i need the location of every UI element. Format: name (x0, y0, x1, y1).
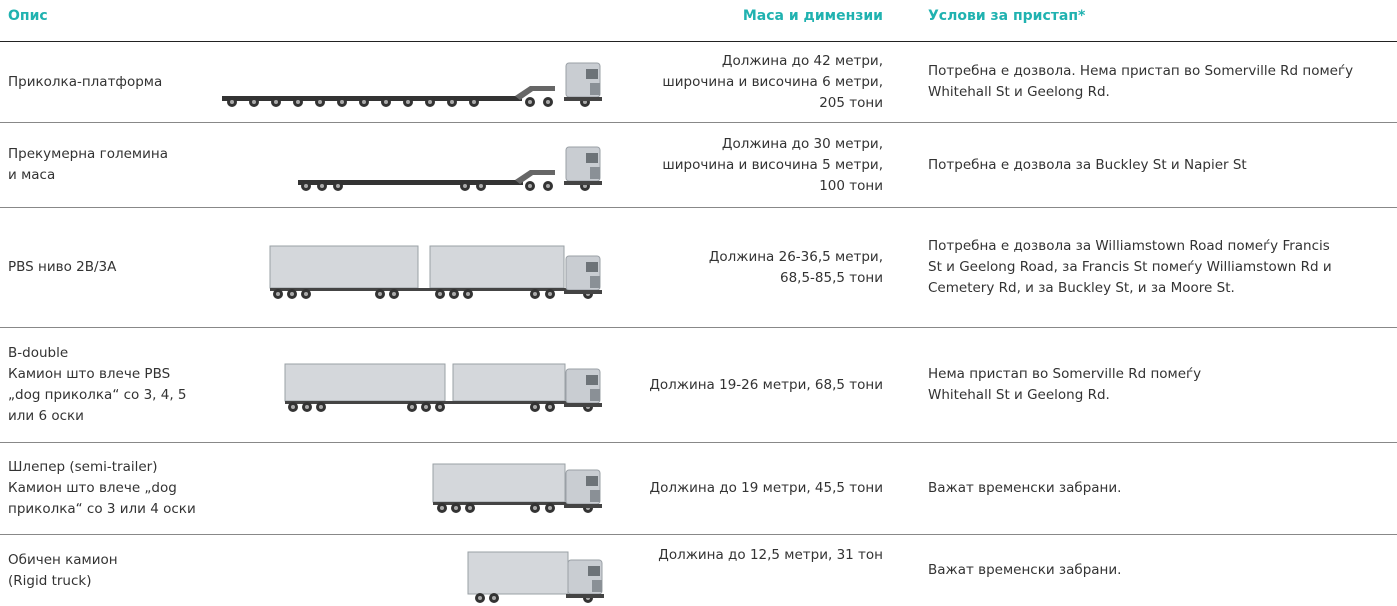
dimensions-line: 100 тони (583, 176, 883, 197)
access-line: Whitehall St и Geelong Rd. (928, 385, 1397, 406)
dimensions-line: Должина до 19 метри, 45,5 тони (583, 478, 883, 499)
access-cell: Важат временски забрани. (928, 443, 1397, 534)
dimensions-cell: Должина 19-26 метри, 68,5 тони (583, 328, 883, 442)
access-line: Whitehall St и Geelong Rd. (928, 82, 1397, 103)
access-line: St и Geelong Road, за Francis St помеѓу … (928, 257, 1397, 278)
dimensions-line: широчина и височина 5 метри, (583, 155, 883, 176)
description-line: Прекумерна големина (8, 144, 228, 165)
dimensions-line: Должина 19-26 метри, 68,5 тони (583, 375, 883, 396)
dimensions-cell: Должина 26-36,5 метри,68,5-85,5 тони (583, 208, 883, 327)
table-row: Шлепер (semi-trailer)Камион што влече „d… (0, 442, 1397, 534)
description-line: PBS ниво 2B/3A (8, 257, 228, 278)
access-cell: Потребна е дозвола за Buckley St и Napie… (928, 123, 1397, 207)
description-line: Шлепер (semi-trailer) (8, 457, 228, 478)
access-cell: Важат временски забрани. (928, 535, 1397, 606)
description-line: (Rigid truck) (8, 571, 228, 592)
access-line: Cemetery Rd, и за Buckley St, и за Moore… (928, 278, 1397, 299)
description-cell: PBS ниво 2B/3A (8, 208, 228, 327)
description-line: „dog приколка“ со 3, 4, 5 (8, 385, 228, 406)
access-line: Потребна е дозвола за Buckley St и Napie… (928, 155, 1397, 176)
description-line: Обичен камион (8, 550, 228, 571)
table-row: Приколка-платформа Должина до 42 метри,ши… (0, 42, 1397, 122)
table-row: Обичен камион(Rigid truck) Должина до 12,… (0, 534, 1397, 606)
description-line: или 6 оски (8, 406, 228, 427)
access-cell: Потребна е дозвола за Williamstown Road … (928, 208, 1397, 327)
access-cell: Потребна е дозвола. Нема пристап во Some… (928, 42, 1397, 122)
dimensions-cell: Должина до 12,5 метри, 31 тон (583, 535, 883, 606)
dimensions-cell: Должина до 42 метри,широчина и височина … (583, 42, 883, 122)
description-line: Камион што влече PBS (8, 364, 228, 385)
dimensions-line: широчина и височина 6 метри, (583, 72, 883, 93)
description-cell: Приколка-платформа (8, 42, 228, 122)
dimensions-line: Должина 26-36,5 метри, (583, 247, 883, 268)
access-line: Важат временски забрани. (928, 478, 1397, 499)
dimensions-line: Должина до 12,5 метри, 31 тон (583, 545, 883, 566)
dimensions-cell: Должина до 19 метри, 45,5 тони (583, 443, 883, 534)
description-cell: Шлепер (semi-trailer)Камион што влече „d… (8, 443, 228, 534)
dimensions-cell: Должина до 30 метри,широчина и височина … (583, 123, 883, 207)
description-line: Приколка-платформа (8, 72, 228, 93)
table-row: PBS ниво 2B/3A Должина 26-36,5 метри,68,5… (0, 207, 1397, 327)
dimensions-line: Должина до 30 метри, (583, 134, 883, 155)
access-line: Потребна е дозвола за Williamstown Road … (928, 236, 1397, 257)
description-line: B-double (8, 343, 228, 364)
description-line: приколка“ со 3 или 4 оски (8, 499, 228, 520)
description-line: и маса (8, 165, 228, 186)
access-line: Нема пристап во Somerville Rd помеѓу (928, 364, 1397, 385)
access-line: Потребна е дозвола. Нема пристап во Some… (928, 61, 1397, 82)
description-cell: Обичен камион(Rigid truck) (8, 535, 228, 606)
dimensions-line: 205 тони (583, 93, 883, 114)
page: Опис Маса и димензии Услови за пристап* … (0, 0, 1397, 606)
access-line: Важат временски забрани. (928, 560, 1397, 581)
dimensions-line: 68,5-85,5 тони (583, 268, 883, 289)
dimensions-line: Должина до 42 метри, (583, 51, 883, 72)
description-line: Камион што влече „dog (8, 478, 228, 499)
